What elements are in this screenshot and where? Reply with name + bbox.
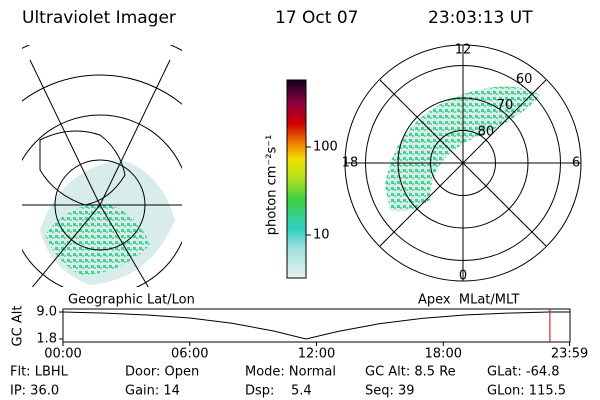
y-tick-label: 1.8	[36, 332, 57, 347]
info-field: Flt: LBHL	[10, 365, 69, 380]
lat-label: 60	[516, 72, 533, 87]
colorbar-tick-label: 100	[313, 140, 338, 155]
title: Ultraviolet Imager	[22, 8, 176, 28]
lat-circle	[365, 65, 561, 261]
mlt-label: 6	[572, 156, 580, 171]
colorbar-label: photon cm⁻²s⁻¹	[265, 135, 280, 236]
time: 23:03:13 UT	[428, 8, 533, 28]
timeline-left: Geographic Lat/Lon	[68, 293, 195, 308]
geographic-map	[22, 45, 182, 287]
mlt-label: 0	[459, 269, 467, 284]
info-field: GC Alt: 8.5 Re	[365, 365, 456, 380]
x-tick-label: 12:00	[298, 347, 335, 362]
colorbar-tick-label: 10	[313, 228, 330, 243]
y-tick-label: 9.0	[36, 305, 57, 320]
mlt-label: 18	[342, 156, 359, 171]
info-field: Seq: 39	[365, 384, 415, 399]
x-tick-label: 00:00	[44, 347, 81, 362]
lat-circle	[397, 97, 529, 229]
mlt-label: 12	[455, 43, 472, 58]
x-tick-label: 06:00	[171, 347, 208, 362]
info-field: Door: Open	[125, 365, 199, 380]
polar-plot	[344, 44, 582, 282]
info-field: Mode: Normal	[245, 365, 336, 380]
info-field: GLat: -64.8	[487, 365, 560, 380]
y-axis-label: GC Alt	[11, 306, 26, 347]
info-field: IP: 36.0	[10, 384, 59, 399]
colorbar	[286, 79, 307, 279]
lat-label: 70	[497, 98, 514, 113]
x-tick-label: 18:00	[425, 347, 462, 362]
info-field: GLon: 115.5	[487, 384, 566, 399]
lat-label: 80	[478, 124, 495, 139]
lat-circle	[430, 130, 496, 196]
info-field: Gain: 14	[125, 384, 180, 399]
x-tick-label: 23:59	[551, 347, 588, 362]
timeline-right: Apex MLat/MLT	[418, 293, 519, 308]
date: 17 Oct 07	[275, 8, 358, 28]
info-field: Dsp: 5.4	[245, 384, 312, 399]
alt-line	[62, 311, 570, 340]
